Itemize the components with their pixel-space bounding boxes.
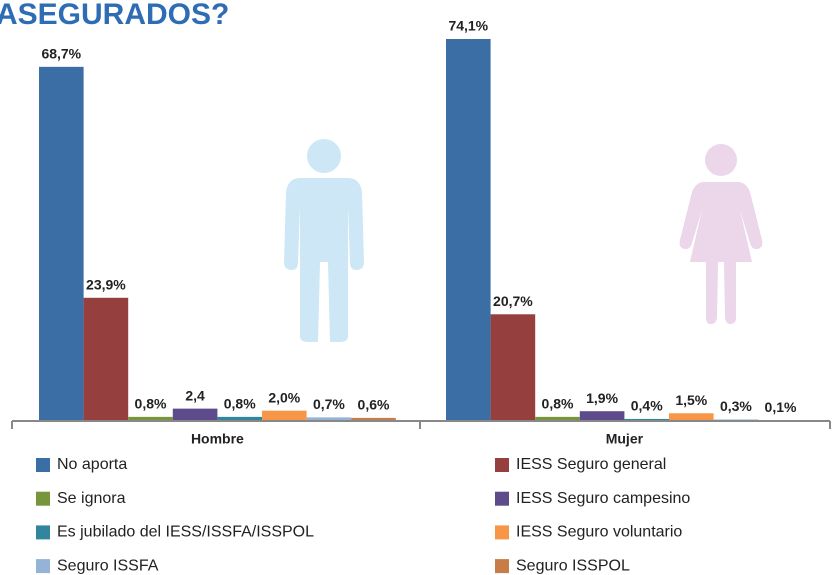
value-label: 0,7% bbox=[313, 396, 345, 412]
bar bbox=[351, 417, 396, 421]
legend-label: No aporta bbox=[57, 456, 127, 473]
legend-swatch bbox=[36, 559, 50, 574]
woman-icon bbox=[679, 144, 763, 324]
x-tick-label: Mujer bbox=[606, 431, 644, 447]
value-label: 0,4% bbox=[631, 398, 663, 414]
value-label: 1,9% bbox=[586, 390, 618, 406]
bar bbox=[446, 39, 491, 421]
chart-title: ASEGURADOS? bbox=[0, 0, 229, 31]
legend-label: Seguro ISSFA bbox=[57, 557, 159, 574]
legend-swatch bbox=[36, 491, 50, 506]
value-label: 0,3% bbox=[720, 398, 752, 414]
legend-swatch bbox=[495, 458, 509, 472]
bar bbox=[624, 418, 669, 421]
legend-swatch bbox=[36, 458, 50, 472]
value-label: 0,8% bbox=[542, 396, 574, 412]
bar bbox=[669, 413, 714, 421]
bar bbox=[535, 416, 580, 421]
bar bbox=[39, 66, 84, 421]
legend-swatch bbox=[36, 525, 50, 540]
bar bbox=[128, 416, 173, 421]
value-label: 0,1% bbox=[765, 399, 797, 415]
value-label: 0,8% bbox=[135, 396, 167, 412]
bar bbox=[217, 416, 262, 421]
man-icon bbox=[284, 139, 364, 342]
bar bbox=[306, 417, 352, 421]
value-label: 20,7% bbox=[493, 293, 533, 309]
value-label: 0,6% bbox=[358, 397, 390, 413]
legend-swatch bbox=[495, 525, 509, 540]
bar bbox=[172, 408, 218, 421]
value-label: 68,7% bbox=[41, 46, 81, 62]
bar bbox=[579, 411, 625, 421]
bar bbox=[490, 314, 536, 421]
x-tick-label: Hombre bbox=[191, 431, 244, 447]
value-label: 2,4 bbox=[185, 387, 205, 403]
value-label: 0,8% bbox=[224, 396, 256, 412]
bar bbox=[83, 297, 129, 421]
legend-label: Es jubilado del IESS/ISSFA/ISSPOL bbox=[57, 524, 314, 541]
legend-swatch bbox=[495, 559, 509, 574]
legend-label: IESS Seguro campesino bbox=[516, 490, 690, 507]
legend-label: Se ignora bbox=[57, 490, 126, 507]
value-label: 23,9% bbox=[86, 276, 126, 292]
legend-swatch bbox=[495, 491, 509, 506]
value-label: 2,0% bbox=[268, 389, 300, 405]
legend-label: Seguro ISSPOL bbox=[516, 557, 630, 574]
value-label: 1,5% bbox=[675, 392, 707, 408]
legend-label: IESS Seguro general bbox=[516, 456, 666, 473]
value-label: 74,1% bbox=[448, 18, 488, 34]
bar bbox=[262, 410, 307, 421]
legend-label: IESS Seguro voluntario bbox=[516, 524, 682, 541]
